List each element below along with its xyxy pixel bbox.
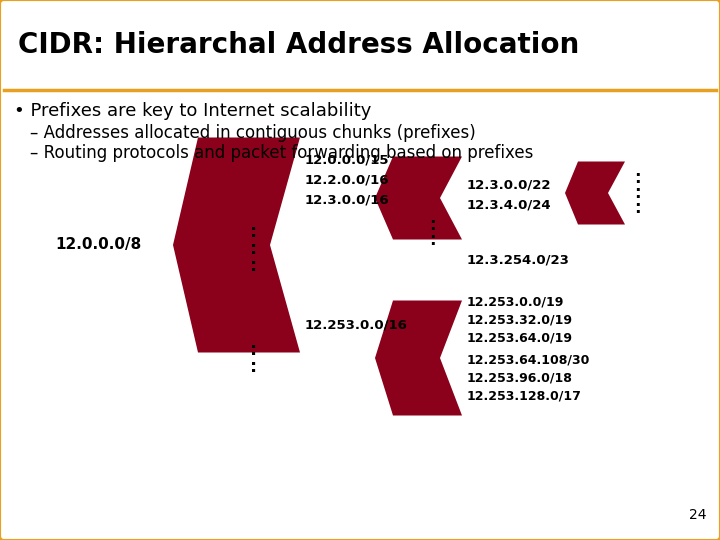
Text: 12.0.0.0/15: 12.0.0.0/15 bbox=[305, 153, 390, 166]
Polygon shape bbox=[565, 161, 625, 225]
Polygon shape bbox=[375, 157, 462, 240]
Text: 12.0.0.0/8: 12.0.0.0/8 bbox=[55, 238, 141, 253]
Text: 12.3.0.0/16: 12.3.0.0/16 bbox=[305, 193, 390, 206]
Text: 12.3.0.0/22: 12.3.0.0/22 bbox=[467, 179, 552, 192]
Text: – Routing protocols and packet forwarding based on prefixes: – Routing protocols and packet forwardin… bbox=[30, 144, 534, 162]
Text: 12.253.32.0/19: 12.253.32.0/19 bbox=[467, 314, 573, 327]
Text: 12.253.64.108/30: 12.253.64.108/30 bbox=[467, 354, 590, 367]
Text: :: : bbox=[429, 231, 436, 249]
Text: 24: 24 bbox=[688, 508, 706, 522]
Text: 12.3.254.0/23: 12.3.254.0/23 bbox=[467, 253, 570, 267]
Text: :: : bbox=[429, 216, 436, 234]
Text: 12.253.64.0/19: 12.253.64.0/19 bbox=[467, 332, 573, 345]
Text: 12.253.128.0/17: 12.253.128.0/17 bbox=[467, 389, 582, 402]
Text: :: : bbox=[634, 184, 640, 202]
Text: – Addresses allocated in contiguous chunks (prefixes): – Addresses allocated in contiguous chun… bbox=[30, 124, 476, 142]
Text: :: : bbox=[251, 341, 258, 359]
Polygon shape bbox=[173, 138, 300, 353]
Text: 12.253.0.0/19: 12.253.0.0/19 bbox=[467, 295, 564, 308]
Text: :: : bbox=[634, 169, 640, 187]
Text: :: : bbox=[251, 358, 258, 376]
Text: :: : bbox=[251, 257, 258, 275]
Text: :: : bbox=[251, 240, 258, 258]
Text: 12.253.96.0/18: 12.253.96.0/18 bbox=[467, 372, 573, 384]
Polygon shape bbox=[375, 300, 462, 415]
Text: 12.253.0.0/16: 12.253.0.0/16 bbox=[305, 319, 408, 332]
Text: • Prefixes are key to Internet scalability: • Prefixes are key to Internet scalabili… bbox=[14, 102, 372, 120]
Text: :: : bbox=[251, 223, 258, 241]
Text: CIDR: Hierarchal Address Allocation: CIDR: Hierarchal Address Allocation bbox=[18, 31, 580, 59]
Text: :: : bbox=[634, 199, 640, 217]
Text: 12.2.0.0/16: 12.2.0.0/16 bbox=[305, 173, 390, 186]
Text: 12.3.4.0/24: 12.3.4.0/24 bbox=[467, 199, 552, 212]
